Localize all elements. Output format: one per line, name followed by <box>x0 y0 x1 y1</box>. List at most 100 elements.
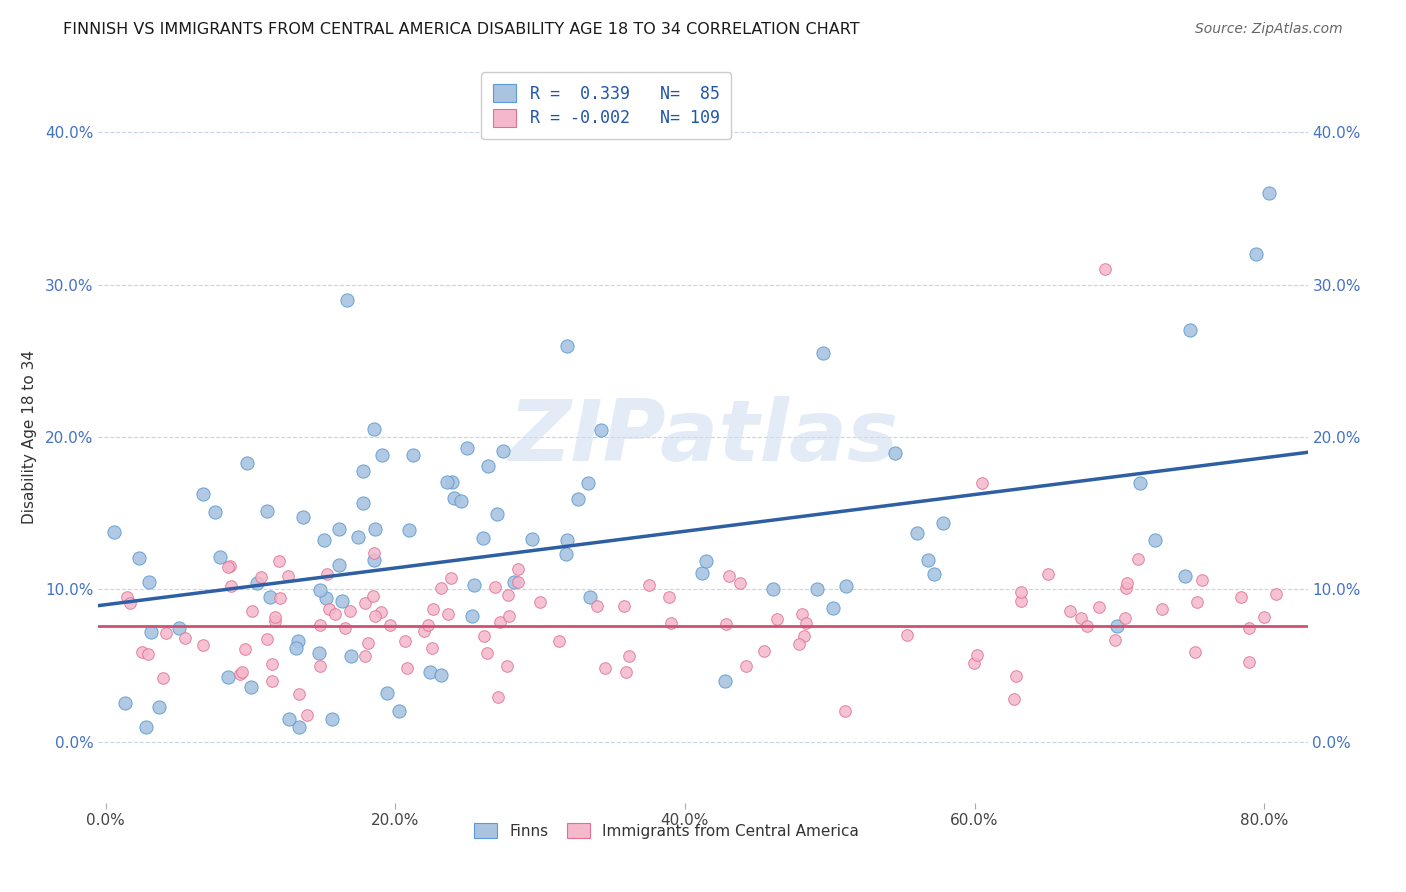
Point <box>787 637 810 651</box>
Point <box>1185 595 1208 609</box>
Point <box>752 644 775 658</box>
Point <box>436 475 458 489</box>
Point <box>488 615 510 629</box>
Point <box>208 550 231 565</box>
Point <box>336 293 359 307</box>
Point <box>292 509 315 524</box>
Point <box>256 632 278 646</box>
Point <box>619 648 641 663</box>
Point <box>477 459 499 474</box>
Point <box>728 575 751 590</box>
Point <box>441 475 464 489</box>
Point <box>169 621 191 635</box>
Point <box>278 712 301 726</box>
Point <box>340 649 363 664</box>
Point <box>963 656 986 670</box>
Point <box>288 720 311 734</box>
Point <box>416 618 439 632</box>
Point <box>1229 590 1251 604</box>
Point <box>834 704 856 718</box>
Point <box>419 665 441 680</box>
Point <box>1253 610 1275 624</box>
Point <box>152 671 174 685</box>
Point <box>371 448 394 462</box>
Point <box>233 642 256 657</box>
Point <box>806 582 828 596</box>
Point <box>288 688 311 702</box>
Point <box>896 628 918 642</box>
Point <box>1184 645 1206 659</box>
Point <box>922 567 945 582</box>
Point <box>309 618 332 632</box>
Point <box>1126 552 1149 566</box>
Point <box>1010 594 1032 608</box>
Point <box>461 608 484 623</box>
Point <box>714 673 737 688</box>
Point <box>262 673 284 688</box>
Point <box>734 658 756 673</box>
Point <box>363 553 385 567</box>
Point <box>155 625 177 640</box>
Point <box>217 670 239 684</box>
Point <box>1178 323 1201 337</box>
Point <box>398 523 420 537</box>
Point <box>658 591 681 605</box>
Point <box>353 596 375 610</box>
Point <box>576 476 599 491</box>
Point <box>429 581 451 595</box>
Point <box>395 661 418 675</box>
Point <box>637 578 659 592</box>
Point <box>312 533 335 547</box>
Point <box>614 665 637 680</box>
Point <box>1076 619 1098 633</box>
Point <box>690 566 713 580</box>
Point <box>264 610 287 624</box>
Point <box>361 589 384 603</box>
Point <box>250 570 273 584</box>
Point <box>554 547 576 561</box>
Point <box>529 595 551 609</box>
Point <box>246 575 269 590</box>
Point <box>835 579 858 593</box>
Point <box>793 629 815 643</box>
Point <box>907 526 929 541</box>
Point <box>932 516 955 531</box>
Point <box>284 640 307 655</box>
Point <box>437 607 460 622</box>
Point <box>239 680 262 694</box>
Point <box>191 638 214 652</box>
Point <box>548 633 571 648</box>
Point <box>422 601 444 615</box>
Point <box>269 591 291 606</box>
Point <box>496 659 519 673</box>
Point <box>472 630 495 644</box>
Point <box>191 487 214 501</box>
Point <box>506 561 529 575</box>
Point <box>148 700 170 714</box>
Point <box>287 633 309 648</box>
Point <box>1094 262 1116 277</box>
Point <box>221 579 243 593</box>
Point <box>356 636 378 650</box>
Point <box>761 582 783 596</box>
Point <box>136 647 159 661</box>
Point <box>718 569 741 583</box>
Point <box>1129 476 1152 491</box>
Point <box>456 441 478 455</box>
Point <box>475 647 498 661</box>
Point <box>139 625 162 640</box>
Point <box>131 644 153 658</box>
Point <box>1115 575 1137 590</box>
Point <box>363 546 385 560</box>
Point <box>823 601 845 615</box>
Point <box>394 634 416 648</box>
Point <box>269 554 291 568</box>
Point <box>118 596 141 610</box>
Point <box>593 661 616 675</box>
Point <box>966 648 988 662</box>
Point <box>613 599 636 614</box>
Point <box>1191 573 1213 587</box>
Point <box>264 615 287 629</box>
Point <box>259 591 281 605</box>
Point <box>794 616 817 631</box>
